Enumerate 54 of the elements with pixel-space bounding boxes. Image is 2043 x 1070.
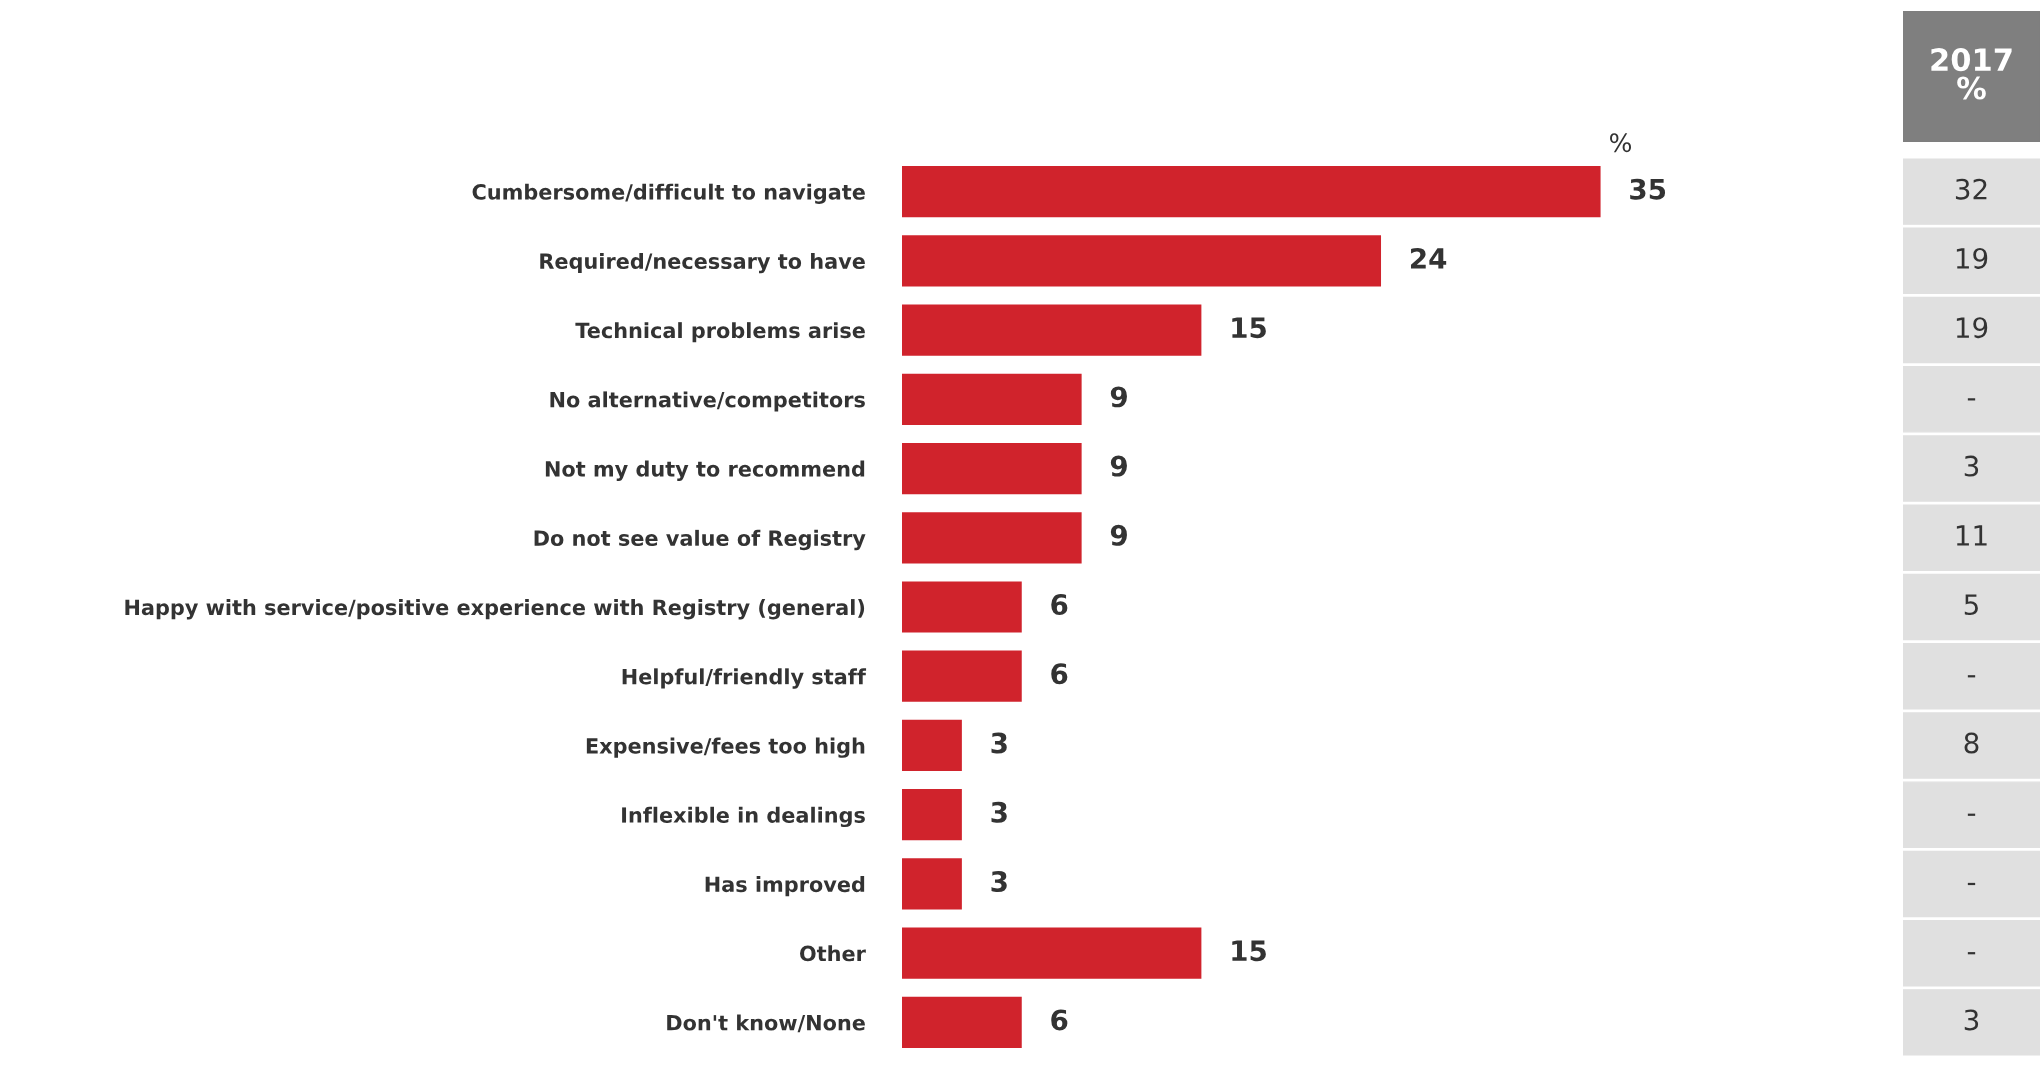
y-tick-label: Cumbersome/difficult to navigate	[472, 183, 865, 205]
text: 3	[1964, 455, 1979, 477]
bar	[902, 304, 1202, 356]
y-tick-label: Helpful/friendly staff	[622, 668, 867, 689]
data-label: 35	[1630, 178, 1666, 200]
text: 32	[1955, 178, 1987, 200]
y-tick-label: Required/necessary to have	[540, 252, 865, 274]
bar	[902, 719, 962, 772]
bar	[902, 650, 1022, 702]
y-tick-label: No alternative/competitors	[550, 391, 865, 412]
data-label: 15	[1232, 317, 1266, 339]
bar	[902, 442, 1082, 495]
text: 5	[1964, 594, 1978, 616]
y-tick-label: Not my duty to recommend	[545, 460, 865, 481]
y-tick-label: Technical problems arise	[575, 322, 865, 343]
text: 11	[1956, 525, 1987, 546]
bar	[902, 996, 1022, 1048]
data-label: 3	[991, 732, 1007, 754]
y-tick-label: Has improved	[705, 876, 865, 897]
data-label: 6	[1051, 594, 1068, 616]
data-label: 9	[1110, 524, 1127, 546]
y-tick-label: Other	[800, 945, 866, 962]
y-tick-label: Do not see value of Registry	[534, 529, 866, 551]
data-label: 6	[1051, 1009, 1068, 1031]
bar	[902, 512, 1082, 564]
y-tick-label: Don't know/None	[667, 1014, 865, 1033]
bar	[902, 166, 1601, 218]
data-label: 6	[1051, 663, 1068, 685]
text: -	[1967, 675, 1976, 678]
data-label: 9	[1110, 455, 1127, 477]
text: -	[1967, 398, 1976, 401]
text: -	[1967, 813, 1976, 816]
data-label: 9	[1110, 386, 1127, 408]
y-tick-label: Expensive/fees too high	[586, 737, 865, 758]
bar	[902, 927, 1202, 979]
bar	[902, 581, 1022, 633]
data-label: 3	[991, 870, 1007, 892]
text: 8	[1964, 732, 1979, 754]
text: 19	[1956, 317, 1988, 339]
y-tick-label: Happy with service/positive experience with Registry (general)	[125, 599, 865, 620]
text: 2017 %	[1931, 48, 2012, 100]
data-label: 24	[1410, 247, 1447, 269]
text: %	[1610, 133, 1632, 153]
text: 3	[1964, 1009, 1979, 1031]
bar	[902, 858, 962, 910]
bar	[902, 789, 962, 841]
text: 19	[1956, 247, 1988, 269]
data-label: 3	[991, 801, 1007, 823]
text: -	[1967, 882, 1976, 886]
y-tick-label: Inflexible in dealings	[622, 806, 865, 828]
bar	[902, 235, 1382, 287]
bar	[902, 373, 1082, 425]
data-label: 15	[1232, 940, 1266, 962]
text: -	[1967, 952, 1976, 955]
